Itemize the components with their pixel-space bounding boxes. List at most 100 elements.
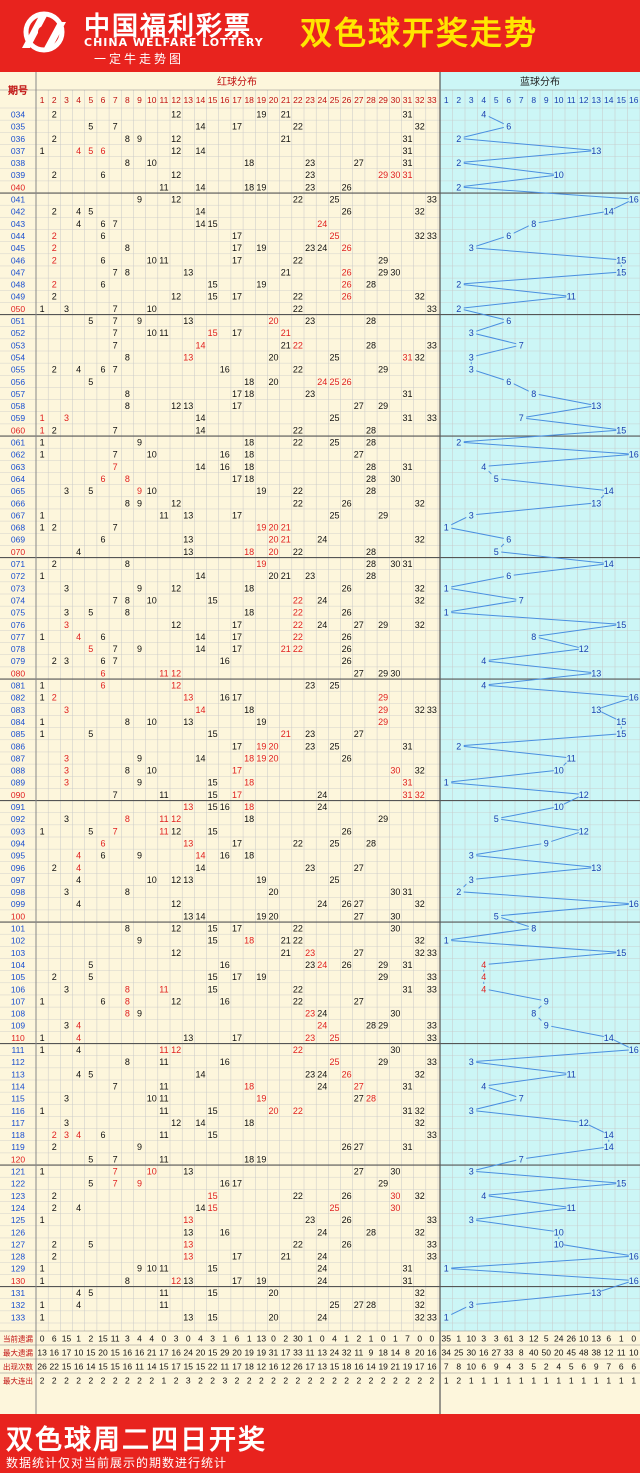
red-ball-number: 11 (159, 826, 168, 836)
blue-ball-number: 16 (629, 195, 639, 205)
issue-number: 105 (11, 972, 25, 982)
red-ball-number: 20 (269, 547, 279, 557)
red-ball-number: 29 (378, 960, 388, 970)
red-ball-number: 11 (159, 790, 168, 800)
red-ball-number: 21 (281, 948, 291, 958)
red-ball-number: 22 (293, 1106, 303, 1116)
blue-ball-bg (528, 218, 539, 229)
blue-ball-bg (466, 1299, 477, 1310)
stat-red-value: 1 (393, 1334, 398, 1344)
blue-ball-number: 14 (604, 1033, 614, 1043)
stat-red-value: 17 (305, 1362, 315, 1372)
stat-red-value: 33 (293, 1348, 303, 1358)
red-ball-number: 2 (52, 863, 57, 873)
red-ball-number: 13 (183, 1312, 193, 1322)
blue-ball-number: 1 (444, 1312, 449, 1322)
red-ball-number: 7 (113, 328, 118, 338)
blue-ball-bg (478, 680, 489, 691)
red-ball-number: 19 (256, 109, 266, 119)
stat-blue-value: 50 (542, 1348, 552, 1358)
blue-ball-number: 13 (591, 668, 601, 678)
red-ball-number: 28 (366, 340, 376, 350)
red-ball-number: 3 (64, 1130, 69, 1140)
red-ball-number: 1 (40, 304, 45, 314)
blue-ball-number: 12 (579, 826, 589, 836)
blue-ball-number: 15 (616, 425, 626, 435)
red-ball-number: 19 (256, 1094, 266, 1104)
red-ball-number: 9 (137, 644, 142, 654)
stat-red-value: 2 (356, 1334, 361, 1344)
red-ball-number: 1 (40, 693, 45, 703)
red-ball-number: 30 (390, 559, 400, 569)
red-ball-number: 30 (390, 1191, 400, 1201)
red-ball-number: 18 (244, 802, 254, 812)
blue-column-number: 12 (579, 95, 589, 105)
red-ball-number: 28 (366, 1094, 376, 1104)
blue-ball-bg (503, 376, 514, 387)
blue-ball-bg (603, 1141, 614, 1152)
red-ball-number: 2 (52, 523, 57, 533)
blue-ball-number: 4 (481, 1191, 486, 1201)
blue-ball-bg (628, 449, 639, 460)
red-ball-number: 16 (220, 1057, 230, 1067)
blue-ball-bg (616, 266, 627, 278)
red-ball-number: 13 (183, 875, 193, 885)
red-ball-number: 2 (52, 170, 57, 180)
red-ball-number: 22 (293, 122, 303, 132)
stat-red-value: 1 (308, 1334, 313, 1344)
red-ball-number: 4 (76, 1033, 81, 1043)
red-ball-number: 5 (88, 1239, 93, 1249)
red-ball-number: 6 (100, 255, 105, 265)
blue-ball-bg (466, 352, 477, 363)
red-ball-number: 10 (147, 450, 157, 460)
red-ball-number: 12 (171, 899, 181, 909)
red-ball-number: 17 (232, 243, 242, 253)
red-ball-number: 24 (317, 899, 327, 909)
stat-red-value: 2 (393, 1376, 398, 1386)
red-ball-number: 32 (415, 1118, 425, 1128)
blue-ball-number: 10 (554, 170, 564, 180)
red-ball-number: 5 (88, 1288, 93, 1298)
stat-red-value: 14 (147, 1362, 157, 1372)
blue-ball-bg (453, 437, 464, 448)
red-ball-number: 4 (76, 547, 81, 557)
stat-red-value: 2 (247, 1376, 252, 1386)
red-ball-number: 17 (232, 693, 242, 703)
red-ball-number: 25 (329, 413, 339, 423)
red-ball-number: 18 (244, 182, 254, 192)
issue-number: 036 (11, 134, 25, 144)
blue-ball-number: 6 (506, 122, 511, 132)
red-ball-number: 14 (195, 571, 205, 581)
red-ball-number: 32 (415, 231, 425, 241)
issue-number: 064 (11, 474, 25, 484)
red-ball-number: 10 (147, 486, 157, 496)
red-ball-number: 24 (317, 1252, 327, 1262)
red-ball-number: 31 (403, 741, 413, 751)
stat-red-value: 15 (159, 1362, 169, 1372)
red-ball-number: 25 (329, 1300, 339, 1310)
issue-number: 061 (11, 438, 25, 448)
blue-ball-bg (591, 704, 602, 715)
red-ball-number: 8 (125, 498, 130, 508)
red-ball-number: 18 (244, 438, 254, 448)
logo-chinese-text: 中国福利彩票 (84, 12, 253, 42)
red-ball-number: 17 (232, 972, 242, 982)
red-ball-number: 27 (354, 1094, 364, 1104)
red-ball-number: 30 (390, 668, 400, 678)
red-ball-number: 4 (76, 219, 81, 229)
blue-ball-number: 12 (579, 1118, 589, 1128)
blue-ball-number: 4 (481, 681, 486, 691)
red-ball-number: 17 (232, 790, 242, 800)
red-ball-number: 5 (88, 486, 93, 496)
red-ball-number: 1 (40, 826, 45, 836)
stat-red-value: 31 (269, 1348, 279, 1358)
blue-ball-number: 2 (456, 280, 461, 290)
blue-ball-number: 10 (554, 1239, 564, 1249)
red-ball-number: 24 (317, 802, 327, 812)
issue-number: 126 (11, 1227, 25, 1237)
red-ball-number: 15 (208, 984, 218, 994)
issue-number: 118 (11, 1130, 25, 1140)
blue-ball-number: 3 (469, 1300, 474, 1310)
blue-column-number: 6 (506, 95, 511, 105)
